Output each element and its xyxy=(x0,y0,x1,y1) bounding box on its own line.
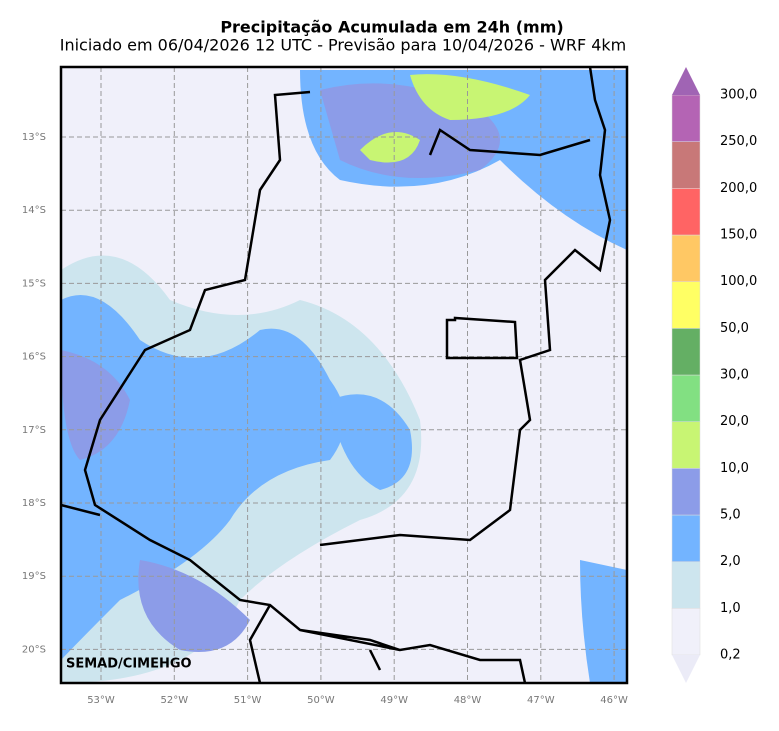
colorbar-label: 1,0 xyxy=(720,601,741,616)
lon-label: 46°W xyxy=(600,695,628,706)
lon-label: 51°W xyxy=(234,695,262,706)
lon-label: 47°W xyxy=(527,695,555,706)
color-box xyxy=(671,141,701,189)
lat-label: 20°S xyxy=(22,644,46,655)
map-frame xyxy=(59,65,629,685)
colorbar-label: 2,0 xyxy=(720,554,741,569)
lat-label: 17°S xyxy=(22,425,46,436)
color-box xyxy=(671,281,701,329)
rain-moderate xyxy=(330,394,412,490)
state-border xyxy=(60,66,612,684)
color-box xyxy=(671,514,701,562)
colorbar-label: 250,0 xyxy=(720,134,757,149)
color-box xyxy=(671,188,701,236)
lon-label: 53°W xyxy=(87,695,115,706)
color-box xyxy=(671,561,701,609)
color-box xyxy=(671,328,701,376)
map: SEMAD/CIMEHGO xyxy=(59,65,629,685)
lon-label: 52°W xyxy=(160,695,188,706)
rain-very-heavy xyxy=(360,74,530,163)
lat-label: 13°S xyxy=(22,132,46,143)
colorbar-label: 20,0 xyxy=(720,414,749,429)
title: Precipitação Acumulada em 24h (mm) xyxy=(220,18,563,37)
colorbar-label: 300,0 xyxy=(720,88,757,103)
color-box xyxy=(671,94,701,142)
lat-label: 14°S xyxy=(22,205,46,216)
under-triangle xyxy=(672,655,700,683)
color-box xyxy=(671,374,701,422)
color-box xyxy=(671,421,701,469)
color-box xyxy=(671,608,701,656)
rain-moderate xyxy=(580,560,627,683)
colorbar-label: 10,0 xyxy=(720,461,749,476)
color-box xyxy=(671,234,701,282)
lat-label: 16°S xyxy=(22,352,46,363)
colorbar-label: 50,0 xyxy=(720,321,749,336)
rain-heavy xyxy=(61,350,130,460)
rain-heavy xyxy=(138,560,250,652)
watermark: SEMAD/CIMEHGO xyxy=(66,657,192,672)
colorbar-label: 100,0 xyxy=(720,274,757,289)
colorbar-label: 200,0 xyxy=(720,181,757,196)
lon-label: 49°W xyxy=(380,695,408,706)
rain-moderate xyxy=(61,295,345,660)
subtitle: Iniciado em 06/04/2026 12 UTC - Previsão… xyxy=(60,36,627,55)
colorbar: 0,2 1,0 2,0 5,0 10,0 20,0 30,0 50,0 100,0 150,0 20… xyxy=(671,67,757,683)
colorbar-label: 5,0 xyxy=(720,508,741,523)
color-box xyxy=(671,468,701,516)
colorbar-label: 30,0 xyxy=(720,368,749,383)
lat-label: 15°S xyxy=(22,278,46,289)
lat-label: 18°S xyxy=(22,498,46,509)
lon-label: 48°W xyxy=(454,695,482,706)
colorbar-label: 0,2 xyxy=(720,648,741,663)
lon-label: 50°W xyxy=(307,695,335,706)
over-triangle xyxy=(672,67,700,95)
colorbar-label: 150,0 xyxy=(720,228,757,243)
lat-label: 19°S xyxy=(22,571,46,582)
